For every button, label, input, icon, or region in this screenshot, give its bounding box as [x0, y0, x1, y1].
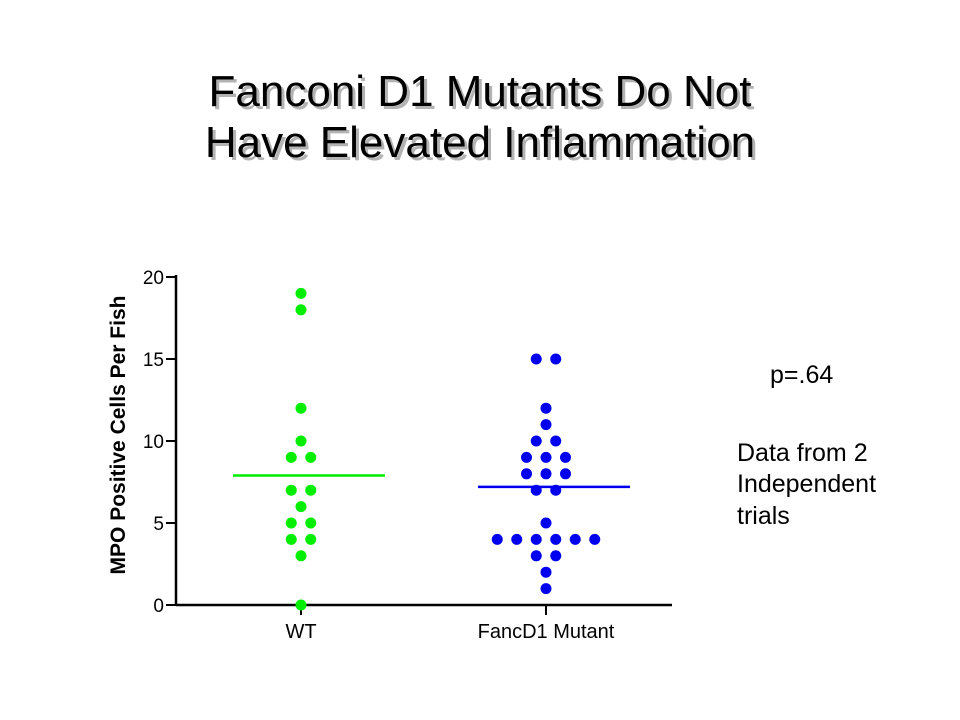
- data-point: [530, 435, 542, 447]
- y-tick-label: 20: [143, 268, 164, 289]
- note-line-2: Independent: [737, 470, 877, 499]
- data-point: [560, 468, 571, 480]
- data-point: [540, 402, 552, 414]
- data-point: [550, 550, 562, 562]
- title-line-1: Fanconi D1 Mutants Do Not: [208, 67, 752, 116]
- slide-title: Fanconi D1 Mutants Do Not Have Elevated …: [0, 66, 960, 168]
- y-tick-label: 10: [143, 432, 164, 453]
- data-point: [295, 501, 307, 513]
- data-point: [569, 533, 581, 545]
- data-point: [589, 533, 601, 545]
- data-point: [305, 484, 317, 496]
- data-point: [295, 304, 307, 316]
- y-tick-label: 5: [153, 514, 164, 535]
- y-tick-label: 15: [143, 350, 164, 371]
- data-point: [305, 533, 317, 545]
- data-point: [295, 402, 307, 414]
- data-point: [540, 566, 552, 578]
- data-point: [530, 353, 542, 365]
- data-point: [550, 533, 562, 545]
- data-point: [540, 583, 552, 595]
- data-point: [560, 451, 571, 463]
- x-category-label: FancD1 Mutant: [478, 621, 615, 643]
- data-point: [530, 550, 542, 562]
- data-point: [540, 468, 552, 480]
- data-point: [285, 484, 297, 496]
- data-point: [530, 533, 542, 545]
- y-tick-label: 0: [153, 596, 164, 617]
- data-point: [521, 468, 532, 480]
- data-point: [550, 435, 562, 447]
- data-point: [295, 287, 307, 299]
- data-point: [305, 517, 317, 529]
- y-axis-title: MPO Positive Cells Per Fish: [107, 296, 130, 575]
- data-point: [295, 599, 307, 611]
- data-point: [285, 533, 297, 545]
- data-source-note: Data from 2 Independent trials: [737, 438, 876, 532]
- data-point: [491, 533, 503, 545]
- data-point: [285, 451, 297, 463]
- note-line-1: Data from 2: [737, 439, 868, 467]
- data-point: [285, 517, 297, 529]
- data-point: [295, 435, 307, 447]
- data-point: [540, 419, 552, 431]
- data-point: [295, 550, 307, 562]
- p-value-label: p=.64: [770, 361, 834, 389]
- data-point: [305, 451, 317, 463]
- note-line-3: trials: [737, 501, 790, 530]
- data-point: [540, 451, 552, 463]
- data-point: [521, 451, 532, 463]
- title-line-2: Have Elevated Inflammation: [204, 118, 756, 168]
- data-point: [550, 353, 562, 365]
- x-category-label: WT: [285, 621, 316, 643]
- data-point: [511, 533, 523, 545]
- data-point: [540, 517, 552, 529]
